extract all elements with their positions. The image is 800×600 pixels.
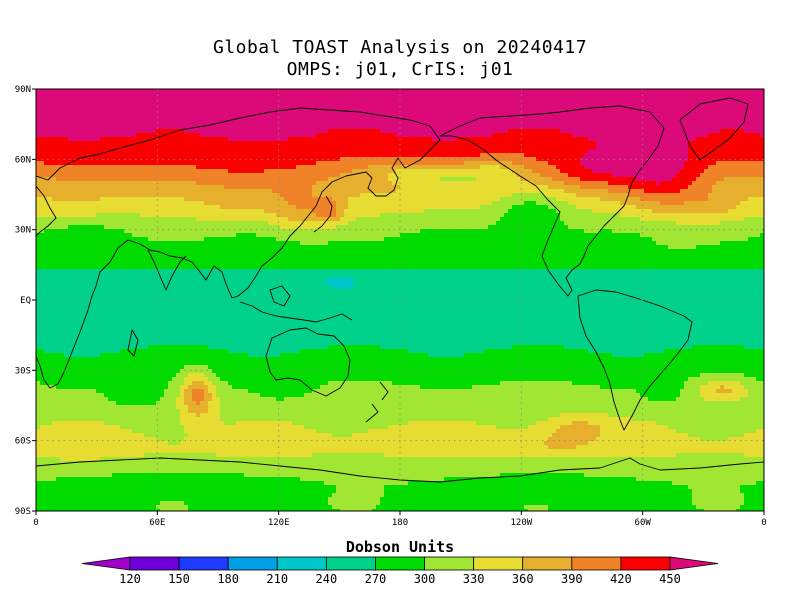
lat-tick-label: 60N: [15, 155, 31, 165]
longitude-labels: 0 60E 120E 180 120W 60W 0: [33, 511, 767, 528]
colorbar-box: [473, 556, 524, 571]
colorbar-label: 390: [561, 572, 583, 586]
coastline-new-zealand: [365, 381, 389, 423]
lon-tick-label: 180: [392, 518, 408, 528]
lat-tick-label: 30N: [15, 226, 31, 236]
lat-tick-label: 60S: [15, 437, 31, 447]
colorbar-box: [178, 556, 229, 571]
coastline-australia: [265, 327, 351, 397]
lon-tick-label: 0: [33, 518, 38, 528]
colorbar-label: 270: [365, 572, 387, 586]
colorbar-high-extension: [669, 556, 719, 571]
colorbar-label: 210: [266, 572, 288, 586]
colorbar-label: 180: [217, 572, 239, 586]
lat-tick-label: 30S: [15, 366, 31, 376]
lat-tick-label: 90N: [15, 85, 31, 95]
coastline-madagascar: [127, 329, 139, 357]
colorbar-title: Dobson Units: [346, 538, 454, 556]
graticule: [36, 89, 764, 511]
colorbar-box: [129, 556, 180, 571]
colorbar-label: 360: [512, 572, 534, 586]
chart-title: Global TOAST Analysis on 20240417: [212, 37, 588, 58]
colorbar-label: 450: [659, 572, 681, 586]
lon-tick-label: 0: [761, 518, 766, 528]
colorbar-label: 330: [463, 572, 485, 586]
coastline-india: [147, 249, 187, 291]
coastline-north-america: [439, 105, 665, 297]
lon-tick-label: 120W: [510, 518, 532, 528]
colorbar-label: 300: [414, 572, 436, 586]
colorbar: 120 150 180 210 240 270 300 330 360 390 420 450: [81, 556, 719, 586]
coastline-eurasia-africa: [36, 107, 441, 389]
colorbar-box: [620, 556, 671, 571]
colorbar-box: [375, 556, 425, 571]
colorbar-box: [325, 556, 376, 571]
colorbar-box: [522, 556, 573, 571]
coastline-greenland: [679, 97, 749, 161]
colorbar-label: 420: [610, 572, 632, 586]
coastline-antarctica: [36, 457, 764, 483]
lon-tick-label: 120E: [268, 518, 290, 528]
ozone-field: [36, 89, 764, 511]
colorbar-label: 150: [168, 572, 190, 586]
coastlines: [36, 97, 764, 483]
latitude-labels: 90N 60N 30N EQ 30S 60S 90S: [15, 85, 36, 517]
lon-tick-label: 60W: [635, 518, 652, 528]
lat-tick-label: 90S: [15, 507, 31, 517]
coastline-europe-west: [36, 185, 57, 237]
coastline-south-america: [577, 289, 693, 431]
lon-tick-label: 60E: [149, 518, 165, 528]
colorbar-box: [276, 556, 327, 571]
lat-tick-label: EQ: [20, 296, 31, 306]
colorbar-box: [227, 556, 278, 571]
chart-subtitle: OMPS: j01, CrIS: j01: [286, 59, 514, 80]
coastline-japan: [313, 195, 333, 233]
colorbar-box: [424, 556, 475, 571]
coastline-indonesia: [239, 301, 353, 323]
colorbar-box: [571, 556, 622, 571]
colorbar-low-extension: [81, 556, 131, 571]
colorbar-label: 240: [316, 572, 338, 586]
colorbar-label: 120: [119, 572, 141, 586]
